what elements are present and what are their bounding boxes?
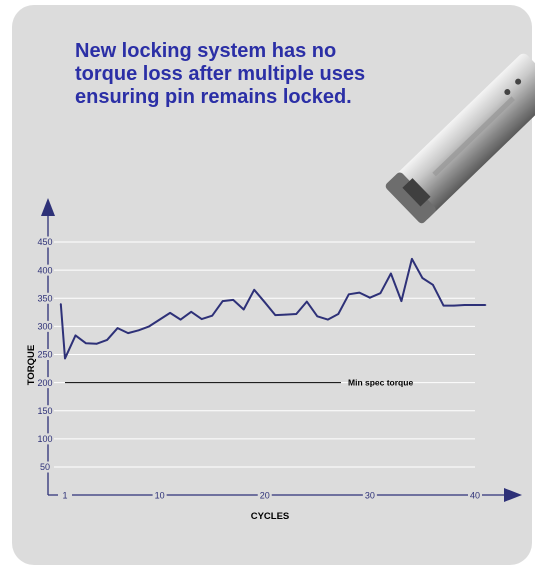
data-point: [263, 301, 266, 303]
data-point: [442, 304, 445, 307]
data-point: [179, 318, 182, 321]
data-point: [474, 304, 476, 306]
headline-line-3: ensuring pin remains locked.: [75, 86, 352, 108]
y-tick-label: 200: [37, 378, 52, 388]
data-point: [484, 304, 487, 306]
data-point: [400, 300, 403, 302]
data-point: [148, 325, 150, 328]
data-point: [95, 343, 98, 345]
data-point: [190, 310, 192, 313]
y-tick-label-bg: [36, 292, 54, 304]
torque-tool-icon: [385, 53, 535, 224]
data-point: [59, 303, 62, 305]
data-point: [379, 292, 382, 294]
y-tick-label-bg: [36, 264, 54, 276]
data-point: [221, 300, 224, 302]
headline-line-1: New locking system has no: [75, 40, 337, 62]
series-line-torque: [59, 257, 486, 360]
data-point: [169, 312, 171, 314]
x-axis: [48, 488, 522, 502]
data-point: [348, 293, 350, 296]
y-tick-label-bg: [36, 236, 54, 248]
y-tick-label: 150: [37, 406, 52, 416]
data-point: [305, 300, 308, 303]
data-point: [200, 318, 203, 320]
x-tick-label-bg: [257, 489, 272, 501]
data-point: [369, 296, 371, 299]
data-point: [295, 313, 298, 315]
headline-line-2: torque loss after multiple uses: [75, 63, 366, 85]
y-tick-label: 50: [40, 462, 50, 472]
y-tick-label: 100: [37, 434, 52, 444]
data-point: [284, 313, 287, 316]
y-tick-label-bg: [36, 461, 54, 473]
data-point: [411, 258, 413, 260]
data-point: [127, 332, 129, 334]
data-point: [337, 313, 340, 315]
y-tick-label-bg: [36, 349, 54, 360]
y-tick-label: 350: [37, 293, 52, 303]
y-tick-label: 250: [37, 350, 52, 360]
data-point: [432, 283, 434, 286]
x-tick-label: 40: [470, 491, 480, 501]
data-point: [316, 315, 319, 318]
y-tick-label: 300: [37, 322, 52, 332]
data-point: [327, 318, 329, 321]
data-point: [137, 329, 140, 332]
data-point: [242, 308, 245, 311]
y-tick-label-bg: [36, 405, 54, 417]
x-tick-label-bg: [58, 489, 72, 501]
data-point: [158, 318, 161, 321]
x-tick-label: 20: [260, 491, 270, 501]
data-point: [274, 314, 277, 316]
data-point: [358, 291, 361, 294]
data-point: [64, 357, 66, 360]
headline: New locking system has no torque loss af…: [75, 40, 375, 109]
chart-panel: [12, 5, 532, 565]
data-point: [463, 304, 466, 306]
x-tick-label-bg: [152, 489, 167, 501]
data-point: [116, 327, 119, 329]
data-point: [74, 334, 77, 337]
y-tick-label-bg: [36, 320, 54, 332]
data-point: [421, 277, 424, 279]
x-axis-arrow-icon: [504, 488, 522, 502]
data-point: [232, 299, 235, 301]
y-tick-label: 450: [37, 237, 52, 247]
data-point: [453, 304, 455, 307]
x-tick-label: 10: [155, 491, 165, 501]
y-tick-label: 400: [37, 265, 52, 275]
x-tick-label: 30: [365, 491, 375, 501]
x-tick-label-bg: [468, 489, 482, 501]
data-point: [390, 272, 392, 275]
y-axis-label: TORQUE: [26, 345, 37, 385]
data-point: [85, 342, 87, 345]
y-tick-label-bg: [36, 377, 54, 389]
data-point: [106, 339, 108, 341]
min-spec-label: Min spec torque: [348, 378, 413, 388]
x-axis-label: CYCLES: [251, 511, 290, 522]
data-point: [253, 289, 256, 291]
x-tick-label-bg: [362, 489, 377, 501]
x-tick-label: 1: [62, 491, 67, 501]
y-axis-arrow-icon: [41, 198, 55, 216]
data-point: [211, 314, 213, 317]
y-tick-label-bg: [36, 433, 54, 445]
